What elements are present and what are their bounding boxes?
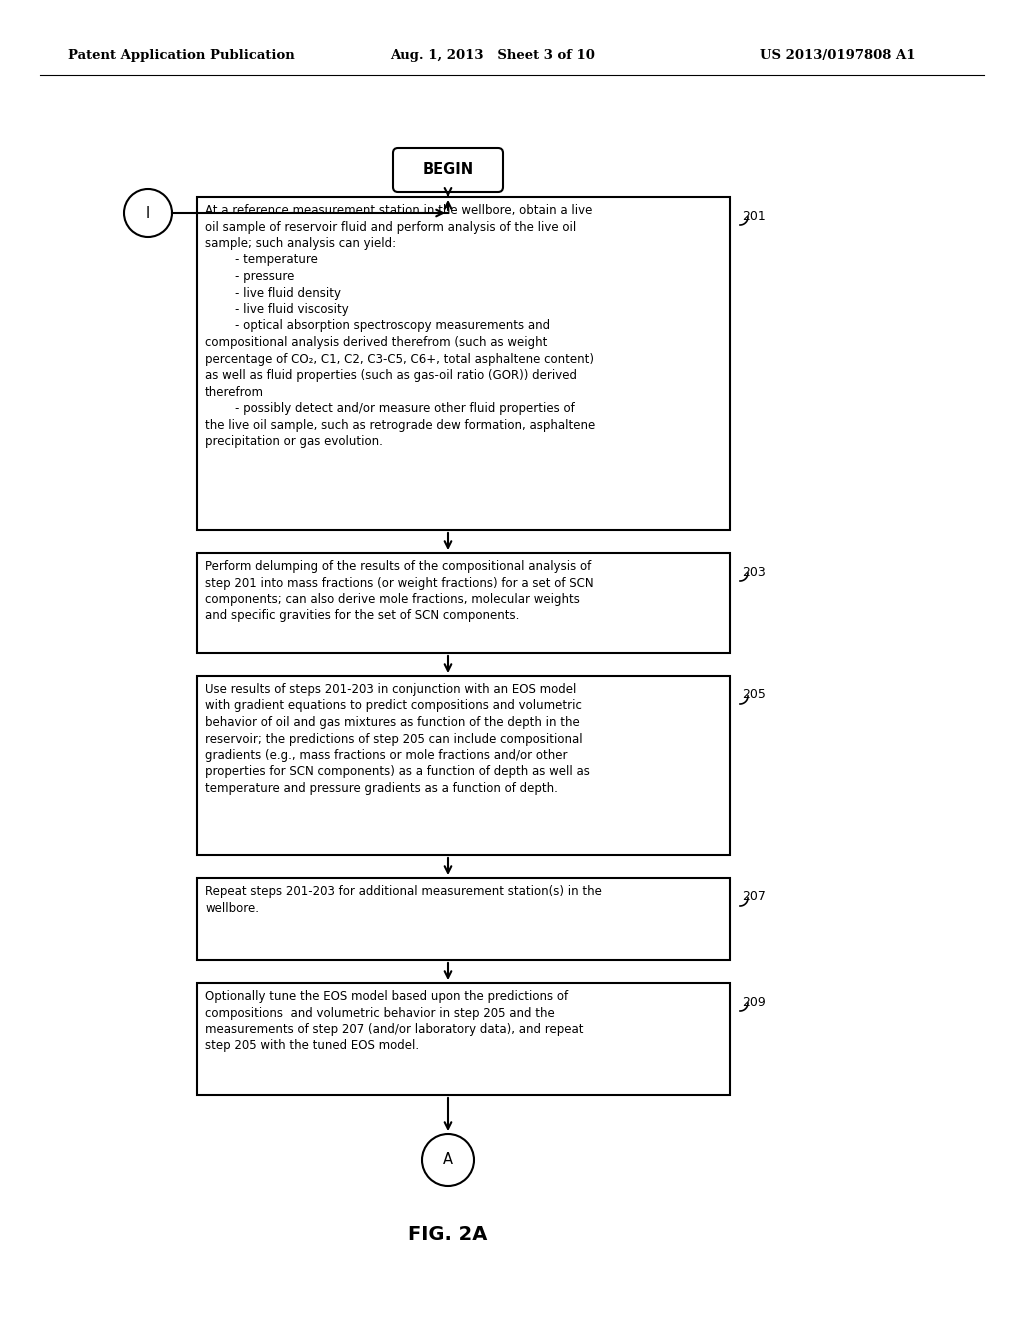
Text: I: I: [145, 206, 151, 220]
Text: 205: 205: [742, 689, 766, 701]
Text: US 2013/0197808 A1: US 2013/0197808 A1: [760, 49, 915, 62]
Text: A: A: [443, 1152, 453, 1167]
Text: Aug. 1, 2013   Sheet 3 of 10: Aug. 1, 2013 Sheet 3 of 10: [390, 49, 595, 62]
Text: Use results of steps 201-203 in conjunction with an EOS model
with gradient equa: Use results of steps 201-203 in conjunct…: [205, 682, 590, 795]
Text: At a reference measurement station in the wellbore, obtain a live
oil sample of : At a reference measurement station in th…: [205, 205, 595, 447]
Text: Patent Application Publication: Patent Application Publication: [68, 49, 295, 62]
Bar: [197, 878, 730, 960]
Text: BEGIN: BEGIN: [423, 162, 473, 177]
Text: Optionally tune the EOS model based upon the predictions of
compositions  and vo: Optionally tune the EOS model based upon…: [205, 990, 584, 1052]
Text: FIG. 2A: FIG. 2A: [409, 1225, 487, 1245]
Text: 207: 207: [742, 891, 766, 903]
Bar: [197, 983, 730, 1096]
Text: 201: 201: [742, 210, 766, 223]
Bar: [197, 553, 730, 653]
Text: Repeat steps 201-203 for additional measurement station(s) in the
wellbore.: Repeat steps 201-203 for additional meas…: [205, 884, 602, 915]
FancyBboxPatch shape: [393, 148, 503, 191]
Bar: [197, 197, 730, 531]
Text: 209: 209: [742, 995, 766, 1008]
Text: 203: 203: [742, 565, 766, 578]
Text: Perform delumping of the results of the compositional analysis of
step 201 into : Perform delumping of the results of the …: [205, 560, 594, 623]
Bar: [197, 676, 730, 855]
